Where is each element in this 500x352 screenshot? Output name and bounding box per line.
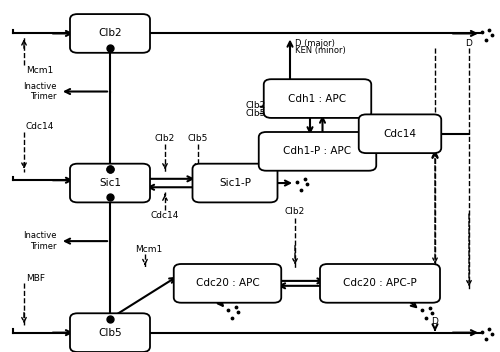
FancyBboxPatch shape: [70, 313, 150, 352]
Text: D: D: [466, 39, 472, 48]
Text: Cdc14: Cdc14: [384, 129, 416, 139]
Text: D: D: [432, 316, 438, 326]
Text: Cdc14: Cdc14: [151, 211, 179, 220]
Text: Cdh1 : APC: Cdh1 : APC: [288, 94, 346, 103]
FancyBboxPatch shape: [192, 164, 278, 202]
Text: Clb2: Clb2: [155, 133, 175, 143]
Text: Sic1: Sic1: [99, 178, 121, 188]
Text: D (major): D (major): [295, 39, 335, 48]
Text: Cdc20 : APC: Cdc20 : APC: [196, 278, 260, 288]
FancyBboxPatch shape: [359, 114, 442, 153]
Text: Clb2: Clb2: [245, 101, 265, 110]
Text: Clb5: Clb5: [188, 133, 208, 143]
Text: Cdc20 : APC-P: Cdc20 : APC-P: [343, 278, 417, 288]
FancyBboxPatch shape: [264, 79, 371, 118]
Text: Clb2: Clb2: [285, 207, 305, 216]
Text: Cdc14: Cdc14: [26, 122, 54, 131]
Text: Inactive
Trimer: Inactive Trimer: [23, 82, 56, 101]
FancyBboxPatch shape: [174, 264, 281, 303]
FancyBboxPatch shape: [70, 14, 150, 53]
Text: Clb5: Clb5: [245, 109, 266, 118]
Text: Clb5: Clb5: [98, 328, 122, 338]
Text: Mcm1: Mcm1: [26, 66, 53, 75]
FancyBboxPatch shape: [259, 132, 376, 171]
Text: MBF: MBF: [26, 274, 45, 283]
Text: KEN (minor): KEN (minor): [295, 46, 346, 55]
Text: Sic1-P: Sic1-P: [219, 178, 251, 188]
Text: Clb2: Clb2: [98, 29, 122, 38]
Text: Inactive
Trimer: Inactive Trimer: [23, 231, 56, 251]
Text: Mcm1: Mcm1: [135, 245, 162, 254]
FancyBboxPatch shape: [320, 264, 440, 303]
FancyBboxPatch shape: [70, 164, 150, 202]
Text: Cdh1-P : APC: Cdh1-P : APC: [284, 146, 352, 156]
